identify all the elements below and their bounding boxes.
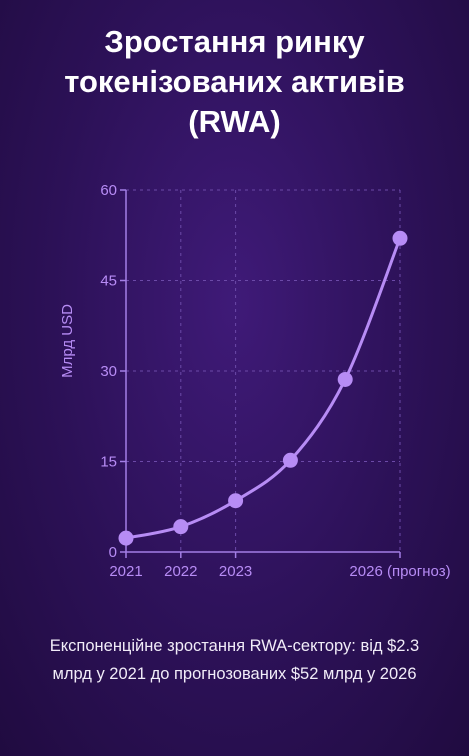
data-point-2024 xyxy=(282,452,298,468)
tick-labels: 0 15 30 45 60 2021 2022 2023 2026 (прогноз) Млрд … xyxy=(59,182,451,580)
axes xyxy=(120,189,401,558)
y-tick-label: 60 xyxy=(100,182,117,199)
grid xyxy=(126,189,401,552)
y-tick-label: 15 xyxy=(100,454,117,471)
series-line xyxy=(124,236,402,540)
title-line-1: Зростання ринку xyxy=(104,24,365,59)
y-tick-label: 30 xyxy=(100,363,117,380)
data-point-2025 xyxy=(337,371,353,387)
chart-caption: Експоненційне зростання RWA-сектору: від… xyxy=(49,637,420,683)
x-tick-label: 2026 (прогноз) xyxy=(349,563,450,580)
y-tick-label: 45 xyxy=(100,273,117,290)
x-tick-label: 2022 xyxy=(164,563,197,580)
title-line-3: (RWA) xyxy=(188,104,281,139)
x-tick-label: 2021 xyxy=(109,563,142,580)
data-point-2021 xyxy=(118,530,134,546)
data-point-2026 xyxy=(392,230,408,246)
data-points xyxy=(118,230,408,546)
y-tick-label: 0 xyxy=(109,544,117,561)
y-axis-label: Млрд USD xyxy=(59,304,76,378)
data-point-2022 xyxy=(173,519,189,535)
title-line-2: токенізованих активів xyxy=(64,64,405,99)
chart-title: Зростання ринку токенізованих активів (R… xyxy=(0,22,469,142)
series-line-layer xyxy=(124,236,402,540)
data-point-2023 xyxy=(228,493,244,509)
x-tick-label: 2023 xyxy=(219,563,252,580)
line-chart: 0 15 30 45 60 2021 2022 2023 2026 (прогноз) Млрд … xyxy=(59,182,451,580)
